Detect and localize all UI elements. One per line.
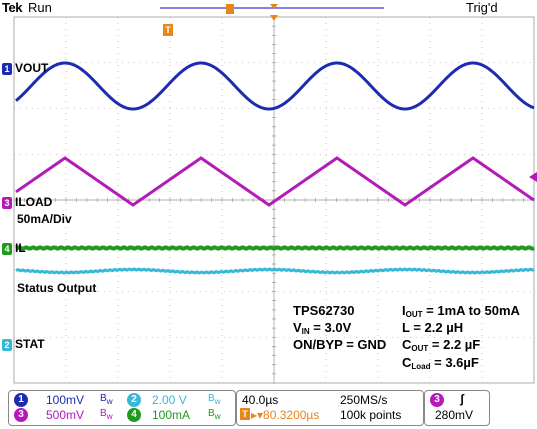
iload-scale-note: 50mA/Div xyxy=(17,212,72,226)
trigger-source-badge: 3 xyxy=(430,393,444,407)
ch4-label: IL xyxy=(15,241,26,255)
cload-note: CLoad = 3.6µF xyxy=(402,355,479,371)
ch4-bw-icon: Bw xyxy=(208,408,221,421)
ch2-ground-marker[interactable]: 2 xyxy=(2,339,12,351)
ch1-badge: 1 xyxy=(14,393,28,407)
ch2-badge: 2 xyxy=(127,393,141,407)
inductor-note: L = 2.2 µH xyxy=(402,320,464,335)
ch2-bw-icon: Bw xyxy=(208,393,221,406)
ch3-bw-icon: Bw xyxy=(100,408,113,421)
ch3-scale[interactable]: 500mV xyxy=(46,408,85,422)
trigger-position-marker xyxy=(226,4,234,14)
onbyp-note: ON/BYP = GND xyxy=(293,337,387,352)
vout-trace xyxy=(15,61,535,111)
ch1-scale[interactable]: 100mV xyxy=(46,393,85,407)
trigger-time-marker: T xyxy=(163,24,173,36)
trigger-slope-icon[interactable]: ʃ xyxy=(460,392,464,406)
readout-bar: 1 100mV Bw 2 2.00 V Bw 3 500mV Bw 4 100m… xyxy=(8,390,533,426)
brand-logo: Tek xyxy=(2,0,22,15)
acquisition-state[interactable]: Run xyxy=(28,0,52,15)
timebase[interactable]: 40.0µs xyxy=(242,393,279,407)
horizontal-panel[interactable] xyxy=(236,390,424,426)
ch3-ground-marker[interactable]: 3 xyxy=(2,197,12,209)
iout-note: IOUT = 1mA to 50mA xyxy=(402,303,520,319)
vin-note: VIN = 3.0V xyxy=(293,320,352,336)
record-length: 100k points xyxy=(340,408,402,422)
part-number: TPS62730 xyxy=(293,303,355,318)
trigger-delay-icon: T xyxy=(240,408,250,420)
ch2-scale[interactable]: 2.00 V xyxy=(152,393,187,407)
trigger-position[interactable]: ▸▾80.3200µs xyxy=(251,408,320,422)
ch3-label: ILOAD xyxy=(15,195,53,209)
stat-trace xyxy=(15,267,535,275)
trigger-level[interactable]: 280mV xyxy=(435,408,474,422)
trigger-status: Trig'd xyxy=(466,0,498,15)
trigger-level-arrow xyxy=(529,172,537,182)
iload-trace xyxy=(15,156,535,207)
ch3-badge: 3 xyxy=(14,408,28,422)
ch1-label: VOUT xyxy=(15,61,49,75)
ch4-badge: 4 xyxy=(127,408,141,422)
ch4-ground-marker[interactable]: 4 xyxy=(2,243,12,255)
ch4-scale[interactable]: 100mA xyxy=(152,408,191,422)
cout-note: COUT = 2.2 µF xyxy=(402,337,481,353)
trigger-position-bar xyxy=(160,4,384,14)
ch1-bw-icon: Bw xyxy=(100,393,113,406)
ch1-ground-marker[interactable]: 1 xyxy=(2,63,12,75)
status-output-note: Status Output xyxy=(17,281,97,295)
trigger-center-marker xyxy=(270,15,278,21)
sample-rate: 250MS/s xyxy=(340,393,388,407)
channel-scale-panel[interactable] xyxy=(8,390,236,426)
scope-display xyxy=(13,4,537,384)
il-trace xyxy=(15,245,535,251)
ch2-label: STAT xyxy=(15,337,45,351)
trigger-point-marker xyxy=(270,4,278,9)
